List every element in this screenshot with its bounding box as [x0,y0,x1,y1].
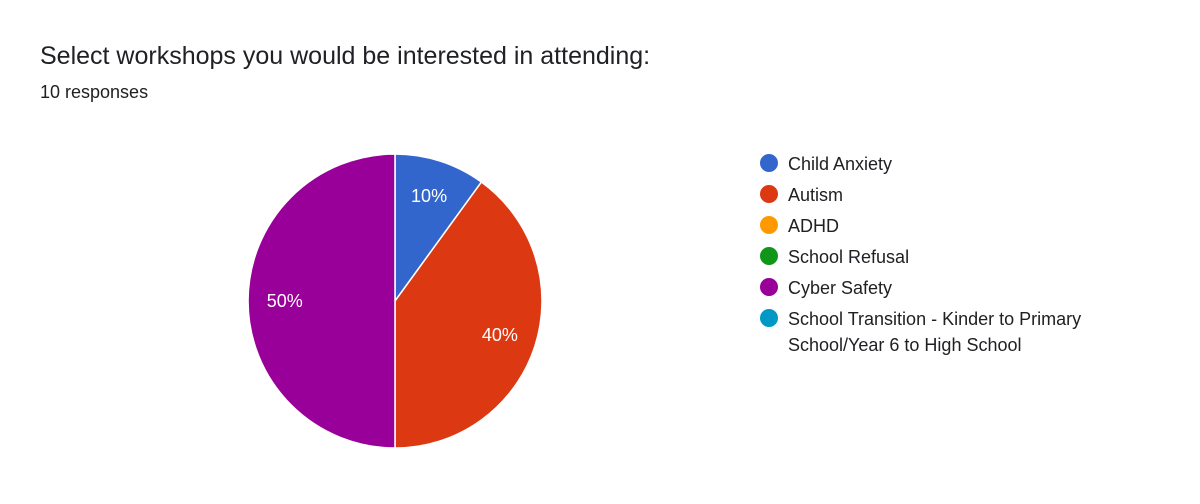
legend-item-cyber-safety[interactable]: Cyber Safety [760,275,1160,301]
legend-label: Cyber Safety [788,278,893,298]
chart-title: Select workshops you would be interested… [40,42,651,70]
slice-label-child-anxiety: 10% [411,186,447,206]
legend-swatch [760,278,778,296]
legend-label: Autism [788,185,844,205]
legend-label: ADHD [788,216,840,236]
legend-item-school-transition-kinder-to-primary-school-year-6-to-high-school[interactable]: School Transition - Kinder to Primary Sc… [760,306,1160,358]
slice-label-autism: 40% [482,325,518,345]
legend-item-school-refusal[interactable]: School Refusal [760,244,1160,270]
pie-slice-autism[interactable] [394,181,543,449]
legend: Child Anxiety Autism ADHD School Refusal Cyb… [760,151,1160,363]
legend-swatch [760,154,778,172]
legend-item-child-anxiety[interactable]: Child Anxiety [760,151,1160,177]
slice-label-cyber-safety: 50% [267,291,303,311]
legend-item-autism[interactable]: Autism [760,182,1160,208]
legend-item-adhd[interactable]: ADHD [760,213,1160,239]
pie-slice-child-anxiety[interactable] [394,153,483,304]
response-count: 10 responses [40,82,149,102]
legend-label: School Refusal [788,247,910,267]
legend-swatch [760,216,778,234]
legend-label: School Transition - Kinder to Primary Sc… [788,309,1082,355]
legend-swatch [760,309,778,327]
legend-swatch [760,185,778,203]
legend-swatch [760,247,778,265]
legend-label: Child Anxiety [788,154,893,174]
pie-slice-cyber-safety[interactable] [247,153,396,449]
